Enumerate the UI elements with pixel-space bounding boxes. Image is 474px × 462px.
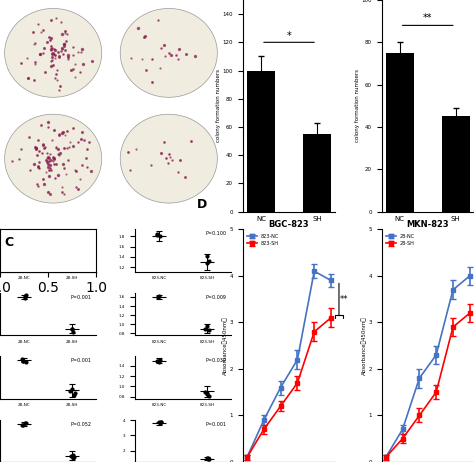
Point xyxy=(156,232,164,240)
Text: D: D xyxy=(197,198,207,211)
Point xyxy=(70,392,78,399)
Point xyxy=(21,292,28,300)
Point xyxy=(204,454,211,461)
Point xyxy=(156,419,164,427)
Point xyxy=(155,293,162,300)
Point xyxy=(201,326,209,333)
Point xyxy=(155,418,163,426)
Y-axis label: colony formation numbers: colony formation numbers xyxy=(355,69,360,142)
Point xyxy=(66,387,74,395)
Point xyxy=(68,325,76,333)
Point xyxy=(69,452,76,459)
Point xyxy=(23,230,30,237)
Bar xyxy=(442,116,470,212)
Text: P=0.052: P=0.052 xyxy=(71,422,91,427)
Point xyxy=(154,231,161,239)
Point xyxy=(67,453,75,460)
Point xyxy=(153,357,161,365)
Text: P=0.001: P=0.001 xyxy=(71,295,91,300)
Bar xyxy=(247,71,275,212)
Point xyxy=(157,419,164,426)
Circle shape xyxy=(120,8,218,97)
Point xyxy=(201,389,209,396)
Bar xyxy=(303,134,331,212)
Point xyxy=(69,328,77,335)
Point xyxy=(70,254,77,261)
Y-axis label: Absorbance（450nm）: Absorbance（450nm） xyxy=(361,316,367,375)
Point xyxy=(156,357,164,364)
Point xyxy=(203,322,210,329)
Point xyxy=(155,358,163,365)
Point xyxy=(68,385,76,393)
Legend: 28-NC, 28-SH: 28-NC, 28-SH xyxy=(384,232,417,248)
Point xyxy=(203,253,211,260)
Text: P=0.001: P=0.001 xyxy=(205,422,227,427)
Title: MKN-823: MKN-823 xyxy=(406,219,449,229)
Title: BGC-823: BGC-823 xyxy=(269,219,310,229)
Point xyxy=(154,358,162,365)
Point xyxy=(21,294,28,302)
Point xyxy=(204,456,212,462)
Point xyxy=(205,392,213,400)
Point xyxy=(157,418,164,426)
Point xyxy=(70,454,77,461)
Point xyxy=(21,419,29,427)
Point xyxy=(18,356,26,363)
Y-axis label: Absorbance（450nm）: Absorbance（450nm） xyxy=(223,316,228,375)
Bar xyxy=(386,53,414,212)
Text: P=0.032: P=0.032 xyxy=(205,359,227,363)
Point xyxy=(71,389,78,397)
Point xyxy=(20,228,27,236)
Point xyxy=(204,390,211,397)
Point xyxy=(206,257,213,264)
Text: *: * xyxy=(287,31,292,42)
Point xyxy=(203,259,210,267)
Circle shape xyxy=(5,114,102,203)
Circle shape xyxy=(120,114,218,203)
Point xyxy=(206,455,213,462)
Point xyxy=(154,294,162,301)
Point xyxy=(68,253,75,261)
Point xyxy=(18,422,26,429)
Text: P=0.033: P=0.033 xyxy=(71,231,91,237)
Point xyxy=(155,292,163,299)
Point xyxy=(19,357,27,365)
Point xyxy=(203,454,211,462)
Point xyxy=(153,231,161,238)
Text: P=0.001: P=0.001 xyxy=(71,359,91,363)
Text: **: ** xyxy=(340,295,348,304)
Point xyxy=(19,357,27,365)
Point xyxy=(206,326,213,333)
Text: P=0.100: P=0.100 xyxy=(205,231,227,237)
Circle shape xyxy=(5,8,102,97)
Text: P=0.009: P=0.009 xyxy=(206,295,227,300)
Y-axis label: colony formation numbers: colony formation numbers xyxy=(216,69,221,142)
Point xyxy=(68,325,75,332)
Point xyxy=(22,419,29,426)
Point xyxy=(19,421,27,428)
Point xyxy=(71,453,78,461)
Point xyxy=(22,358,29,365)
Point xyxy=(203,389,211,397)
Legend: 823-NC, 823-SH: 823-NC, 823-SH xyxy=(245,232,281,248)
Point xyxy=(22,291,30,298)
Point xyxy=(22,231,30,238)
Point xyxy=(69,263,76,270)
Text: **: ** xyxy=(423,13,432,23)
Text: C: C xyxy=(5,236,14,249)
